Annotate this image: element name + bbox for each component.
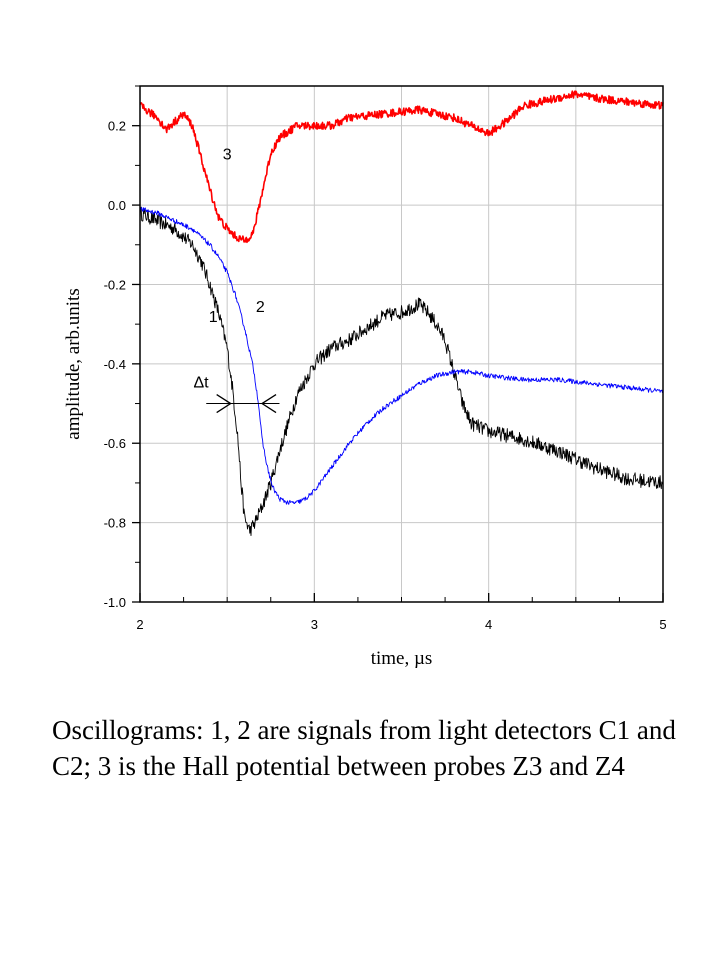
ticks [132,85,664,603]
oscillogram-chart: 2 3 4 5 0.2 0.0 -0.2 -0.4 -0.6 -0.8 -1.0 3 1 2 Δt tim… [63,85,667,669]
y-tick-label: -0.2 [104,277,126,292]
series-2-line [139,207,664,505]
series-1-line [139,206,664,537]
curve-label-delta-t: Δt [193,375,209,392]
x-tick-label: 2 [136,617,143,632]
y-tick-label: 0.2 [108,119,126,134]
curve-label-1: 1 [209,309,218,326]
annotations: 3 1 2 Δt [193,146,280,414]
series-layer [139,90,664,537]
y-tick-label: -0.8 [104,516,126,531]
x-axis-title: time, µs [371,648,433,669]
x-tick-label: 5 [659,617,666,632]
y-tick-label: -1.0 [104,595,126,610]
delta-t-right-chevron [260,393,277,414]
tick-labels: 2 3 4 5 0.2 0.0 -0.2 -0.4 -0.6 -0.8 -1.0 [104,119,667,632]
y-axis-title: amplitude, arb.units [63,288,84,439]
curve-label-3: 3 [223,146,232,163]
y-tick-label: -0.4 [104,357,126,372]
figure-caption: Oscillograms: 1, 2 are signals from ligh… [52,715,676,781]
y-tick-label: 0.0 [108,198,126,213]
x-tick-label: 4 [485,617,492,632]
delta-t-left-chevron [216,393,232,414]
x-tick-label: 3 [311,617,318,632]
grid [140,86,663,602]
curve-label-2: 2 [256,299,265,316]
y-tick-label: -0.6 [104,436,126,451]
series-3-line [139,90,664,244]
